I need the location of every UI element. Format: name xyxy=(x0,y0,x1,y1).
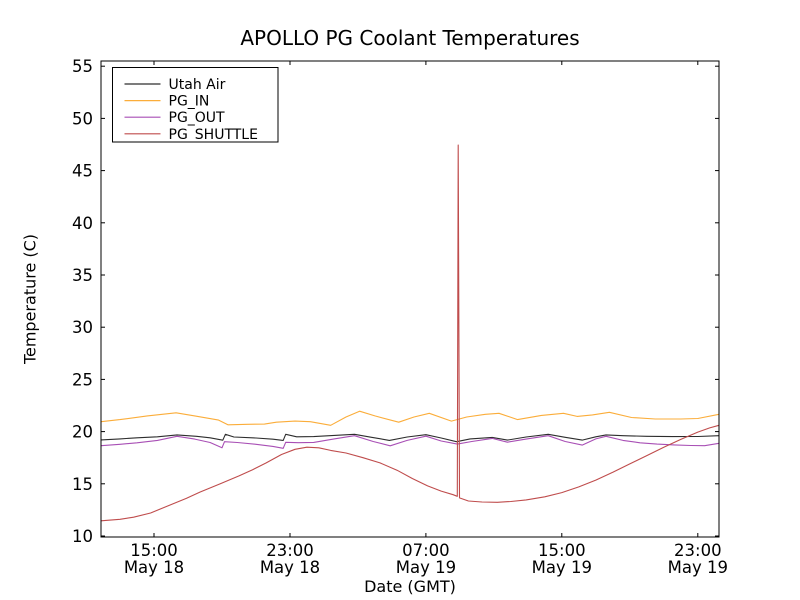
chart-title: APOLLO PG Coolant Temperatures xyxy=(240,26,580,50)
x-tick-label-date: May 19 xyxy=(396,558,456,577)
y-tick-label: 25 xyxy=(72,370,93,389)
x-tick-label-time: 23:00 xyxy=(674,541,722,560)
y-tick-label: 40 xyxy=(72,214,93,233)
series-line-pg-in xyxy=(100,410,720,426)
x-tick-label-time: 15:00 xyxy=(130,541,178,560)
legend-label-utah-air: Utah Air xyxy=(169,77,226,93)
x-tick-label-time: 07:00 xyxy=(402,541,450,560)
x-tick-label-date: May 18 xyxy=(124,558,184,577)
legend-label-pg-out: PG_OUT xyxy=(169,110,226,126)
x-axis-label: Date (GMT) xyxy=(364,577,456,596)
series-line-utah-air xyxy=(100,433,720,443)
x-tick-label-date: May 18 xyxy=(260,558,320,577)
x-tick-label-date: May 19 xyxy=(668,558,728,577)
series-line-pg-out xyxy=(100,435,720,449)
y-tick-label: 50 xyxy=(72,109,93,128)
legend-label-pg-in: PG_IN xyxy=(169,94,210,110)
x-tick-label-time: 15:00 xyxy=(538,541,586,560)
y-tick-label: 10 xyxy=(72,527,93,546)
y-tick-label: 35 xyxy=(72,266,93,285)
legend-label-pg-shuttle: PG_SHUTTLE xyxy=(169,127,258,143)
y-tick-label: 55 xyxy=(72,57,93,76)
y-tick-label: 15 xyxy=(72,475,93,494)
y-tick-label: 30 xyxy=(72,318,93,337)
x-tick-label-date: May 19 xyxy=(532,558,592,577)
y-tick-label: 45 xyxy=(72,162,93,181)
axes-frame xyxy=(100,60,720,538)
y-tick-label: 20 xyxy=(72,423,93,442)
series-line-pg-shuttle xyxy=(100,144,720,522)
x-tick-label-time: 23:00 xyxy=(266,541,314,560)
legend-box xyxy=(112,67,279,143)
